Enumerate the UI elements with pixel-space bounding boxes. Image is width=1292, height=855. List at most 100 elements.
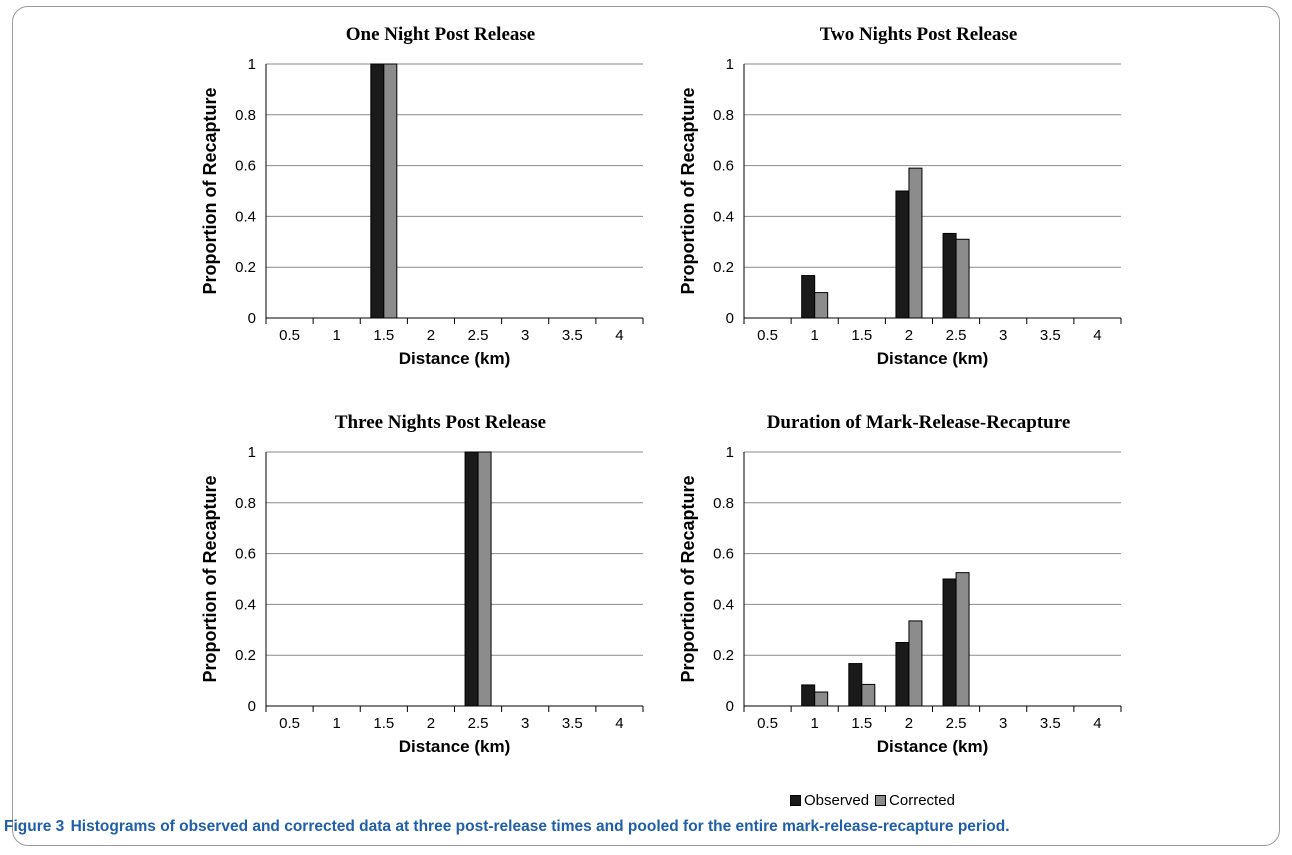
x-axis-label: Distance (km) (399, 737, 510, 756)
figure-caption: Figure 3 Histograms of observed and corr… (4, 818, 1010, 836)
chart-svg: One Night Post Release 0 0.2 0.4 0.6 0.8 1 0.5 1… (200, 24, 644, 368)
chart-title: One Night Post Release (346, 24, 535, 45)
y-tick-label: 0.2 (713, 259, 734, 276)
x-tick-label: 2.5 (468, 715, 489, 732)
chart-title: Two Nights Post Release (820, 24, 1018, 45)
x-tick-label: 3.5 (562, 715, 583, 732)
chart-svg: Three Nights Post Release 0 0.2 0.4 0.6 0.8 1 0… (200, 412, 644, 756)
y-tick-label: 0 (248, 310, 256, 327)
x-tick-label: 0.5 (757, 327, 778, 344)
y-axis-label: Proportion of Recapture (678, 475, 698, 682)
x-tick-label: 2 (905, 327, 913, 344)
legend-swatch-corrected (875, 795, 887, 806)
x-tick-label: 3 (521, 715, 529, 732)
x-tick-label: 3 (999, 327, 1007, 344)
chart-panel-4: Duration of Mark-Release-Recapture 0 0.2 0.… (674, 402, 1144, 756)
bar-corrected (908, 620, 923, 707)
bar-observed (801, 684, 816, 707)
y-tick-label: 0.8 (235, 495, 256, 512)
y-axis-label: Proportion of Recapture (200, 87, 220, 294)
bar-observed (848, 663, 863, 707)
x-tick-label: 2.5 (468, 327, 489, 344)
x-tick-label: 0.5 (757, 715, 778, 732)
y-tick-label: 0.8 (235, 107, 256, 124)
x-tick-label: 1.5 (373, 327, 394, 344)
x-tick-label: 4 (1093, 327, 1101, 344)
bar-corrected (955, 572, 970, 707)
y-tick-label: 0 (726, 698, 734, 715)
bar-observed (464, 451, 479, 707)
x-tick-label: 2 (905, 715, 913, 732)
y-tick-label: 0.4 (235, 208, 256, 225)
y-tick-label: 0.2 (235, 259, 256, 276)
y-tick-label: 0.6 (713, 546, 734, 563)
bar-corrected (908, 167, 923, 319)
y-tick-label: 0.6 (713, 158, 734, 175)
y-tick-label: 1 (726, 56, 734, 73)
x-tick-label: 3 (521, 327, 529, 344)
x-tick-label: 2 (427, 327, 435, 344)
x-tick-label: 1 (811, 327, 819, 344)
bar-corrected (861, 683, 876, 707)
x-tick-label: 4 (615, 327, 623, 344)
y-tick-label: 1 (248, 56, 256, 73)
bar-observed (895, 642, 910, 707)
y-tick-label: 0 (248, 698, 256, 715)
x-tick-label: 3.5 (562, 327, 583, 344)
y-axis-label: Proportion of Recapture (678, 87, 698, 294)
y-tick-label: 0.6 (235, 158, 256, 175)
chart-title: Three Nights Post Release (335, 412, 546, 433)
x-tick-label: 4 (615, 715, 623, 732)
x-tick-label: 0.5 (279, 715, 300, 732)
x-tick-label: 1 (811, 715, 819, 732)
bar-observed (370, 63, 385, 319)
y-tick-label: 0.4 (713, 596, 734, 613)
legend-item-observed: Observed (790, 792, 869, 809)
y-tick-label: 0.6 (235, 546, 256, 563)
bar-corrected (814, 691, 829, 707)
legend-label-observed: Observed (804, 792, 870, 809)
y-tick-label: 1 (248, 444, 256, 461)
chart-svg: Duration of Mark-Release-Recapture 0 0.2 0.… (678, 412, 1122, 756)
legend-item-corrected: Corrected (875, 792, 955, 809)
y-tick-label: 0.8 (713, 107, 734, 124)
x-tick-label: 2 (427, 715, 435, 732)
x-tick-label: 3.5 (1040, 715, 1061, 732)
chart-panel-1: One Night Post Release 0 0.2 0.4 0.6 0.8 1 0.5 1… (196, 14, 666, 368)
x-tick-label: 1.5 (373, 715, 394, 732)
bar-observed (942, 578, 957, 707)
x-tick-label: 1.5 (851, 327, 872, 344)
x-tick-label: 1 (333, 327, 341, 344)
legend-label-corrected: Corrected (889, 792, 955, 809)
bar-observed (801, 275, 816, 319)
x-tick-label: 2.5 (946, 327, 967, 344)
legend-swatch-observed (790, 795, 801, 806)
x-tick-label: 3.5 (1040, 327, 1061, 344)
x-tick-label: 1 (333, 715, 341, 732)
x-axis-label: Distance (km) (877, 737, 988, 756)
x-tick-label: 4 (1093, 715, 1101, 732)
bar-observed (895, 190, 910, 319)
x-axis-label: Distance (km) (399, 349, 510, 368)
y-tick-label: 0.2 (235, 647, 256, 664)
bar-corrected (955, 238, 970, 319)
y-tick-label: 0.8 (713, 495, 734, 512)
x-tick-label: 0.5 (279, 327, 300, 344)
bar-observed (942, 232, 957, 319)
x-tick-label: 1.5 (851, 715, 872, 732)
figure-caption-label: Figure 3 (4, 818, 65, 835)
y-tick-label: 0 (726, 310, 734, 327)
figure-frame (12, 6, 1280, 846)
bar-corrected (383, 63, 398, 319)
chart-panel-2: Two Nights Post Release 0 0.2 0.4 0.6 0.8 1 0.5… (674, 14, 1144, 368)
y-tick-label: 0.4 (235, 596, 256, 613)
y-axis-label: Proportion of Recapture (200, 475, 220, 682)
x-axis-label: Distance (km) (877, 349, 988, 368)
chart-svg: Two Nights Post Release 0 0.2 0.4 0.6 0.8 1 0.5… (678, 24, 1122, 368)
figure-caption-text: Histograms of observed and corrected dat… (70, 818, 1010, 835)
x-tick-label: 2.5 (946, 715, 967, 732)
bar-corrected (477, 451, 492, 707)
y-tick-label: 0.2 (713, 647, 734, 664)
x-tick-label: 3 (999, 715, 1007, 732)
chart-legend: Observed Corrected (790, 792, 961, 809)
